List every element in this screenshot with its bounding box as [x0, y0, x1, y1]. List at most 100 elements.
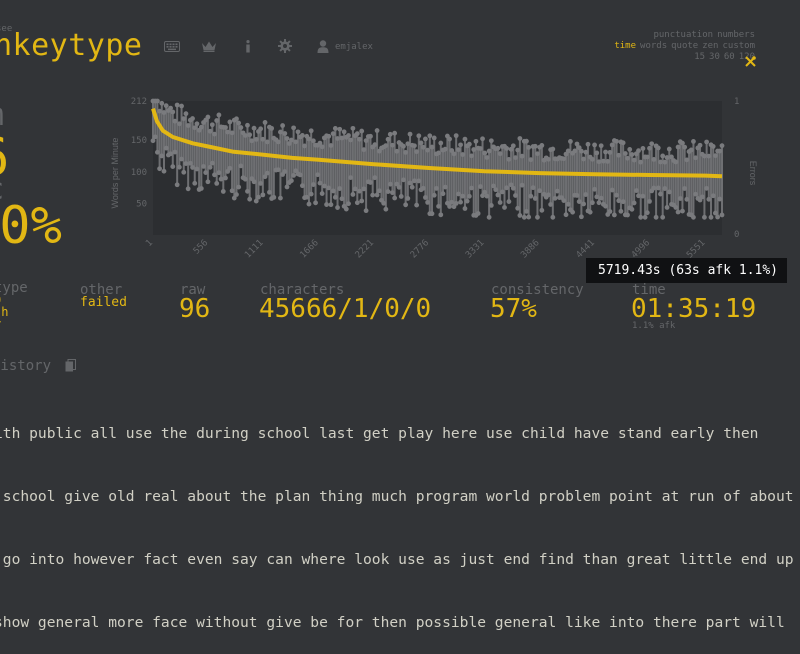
config-time-60[interactable]: 60	[723, 52, 735, 62]
raw-wpm-point	[622, 151, 628, 156]
raw-wpm-point	[682, 144, 688, 150]
info-icon[interactable]	[239, 38, 257, 54]
user-icon[interactable]	[314, 38, 332, 54]
x-tick-label: 1666	[298, 238, 320, 258]
config-mode-custom[interactable]: custom	[722, 41, 755, 51]
raw-wpm-point	[563, 212, 569, 218]
raw-wpm-point	[517, 213, 523, 218]
raw-wpm-point	[198, 186, 204, 191]
x-tick-label: 5551	[685, 238, 707, 258]
raw-wpm-point	[326, 133, 332, 139]
raw-wpm-point	[383, 206, 389, 212]
raw-wpm-point	[603, 149, 608, 155]
raw-wpm-point	[704, 139, 710, 145]
y-right-tick-label: 1	[734, 97, 739, 107]
raw-wpm-point	[466, 141, 472, 147]
raw-wpm-point	[502, 205, 507, 210]
config-punctuation[interactable]: punctuation	[653, 30, 714, 40]
raw-wpm-point	[431, 192, 437, 198]
raw-wpm-point	[423, 136, 428, 142]
raw-wpm-point	[480, 136, 485, 142]
raw-wpm-point	[473, 138, 479, 144]
raw-wpm-point	[414, 202, 420, 208]
logo-subtitle: see	[0, 24, 13, 34]
raw-wpm-point	[675, 209, 681, 215]
raw-wpm-point	[592, 142, 597, 148]
raw-wpm-point	[629, 206, 635, 212]
raw-wpm-point	[368, 133, 373, 139]
username[interactable]: emjalex	[335, 42, 373, 52]
raw-wpm-point	[207, 164, 213, 170]
raw-wpm-point	[416, 133, 422, 139]
config-time-30[interactable]: 30	[709, 52, 720, 62]
raw-wpm-point	[359, 198, 365, 204]
raw-wpm-point	[574, 141, 580, 147]
raw-wpm-point	[576, 145, 582, 151]
raw-wpm-point	[550, 146, 556, 152]
raw-wpm-point	[163, 103, 169, 109]
raw-wpm-point	[387, 131, 393, 137]
copy-icon[interactable]	[65, 359, 77, 376]
raw-wpm-point	[346, 133, 351, 138]
raw-wpm-point	[691, 138, 696, 144]
raw-wpm-point	[374, 128, 380, 133]
config-numbers[interactable]: numbers	[717, 30, 755, 40]
raw-wpm-point	[398, 194, 404, 199]
y-tick-label: 212	[131, 97, 147, 107]
raw-wpm-point	[392, 195, 398, 201]
raw-wpm-point	[669, 154, 674, 160]
raw-wpm-point	[510, 143, 516, 149]
raw-label: raw	[180, 282, 206, 298]
raw-wpm-point	[159, 100, 165, 106]
wpm-label: m	[0, 98, 4, 133]
time-tooltip: 5719.43s (63s afk 1.1%)	[586, 258, 788, 283]
config-mode-time[interactable]: time	[614, 41, 637, 51]
raw-wpm-point	[284, 136, 290, 141]
config-mode-zen[interactable]: zen	[702, 41, 719, 51]
raw-wpm-point	[581, 201, 586, 207]
raw-wpm-point	[317, 140, 323, 146]
characters-label: characters	[260, 282, 345, 298]
raw-wpm-point	[209, 122, 215, 128]
gear-icon[interactable]	[276, 38, 294, 54]
x-tick-label: 1111	[243, 238, 265, 258]
history-label[interactable]: history	[0, 358, 52, 374]
raw-wpm-point	[181, 169, 187, 175]
raw-wpm-point	[427, 133, 433, 139]
raw-wpm-point	[666, 146, 672, 152]
raw-wpm-point	[589, 200, 595, 206]
raw-wpm-point	[335, 205, 340, 210]
wpm-chart[interactable]: 212 150 100 50 1 0 1 556 1111 1666 2221 2776 3331 388…	[110, 88, 760, 258]
raw-wpm-point	[374, 192, 380, 198]
raw-wpm-point	[466, 193, 472, 199]
raw-wpm-point	[337, 126, 343, 132]
raw-wpm-point	[618, 208, 624, 214]
input-history-toggle[interactable]: history	[0, 358, 77, 376]
keyboard-icon[interactable]	[163, 38, 181, 54]
logo[interactable]: nkeytype	[0, 28, 143, 63]
config-mode-quote[interactable]: quote	[671, 41, 699, 51]
raw-wpm-point	[644, 210, 650, 216]
raw-wpm-point	[179, 103, 184, 109]
x-tick-label: 2776	[409, 238, 431, 258]
raw-wpm-point	[350, 125, 356, 131]
raw-wpm-point	[205, 179, 211, 185]
raw-wpm-point	[185, 186, 191, 192]
raw-wpm-point	[174, 182, 180, 188]
wpm-value: 6	[0, 128, 9, 188]
wrench-screwdriver-icon[interactable]	[745, 52, 756, 71]
raw-wpm-point	[223, 175, 228, 181]
words-line: ith public all use the during school las…	[0, 425, 759, 442]
config-time-15[interactable]: 15	[694, 52, 706, 62]
characters-value: 45666/1/0/0	[259, 294, 432, 324]
raw-wpm-point	[440, 191, 446, 197]
x-tick-label: 4996	[630, 238, 652, 258]
raw-wpm-point	[497, 200, 503, 205]
raw-wpm-point	[176, 164, 182, 170]
crown-icon[interactable]	[200, 38, 218, 54]
config-mode-words[interactable]: words	[640, 41, 668, 51]
y-right-tick-label: 0	[734, 230, 739, 240]
raw-wpm-point	[462, 206, 468, 211]
raw-wpm-point	[324, 202, 329, 207]
time-label: time	[632, 282, 666, 298]
